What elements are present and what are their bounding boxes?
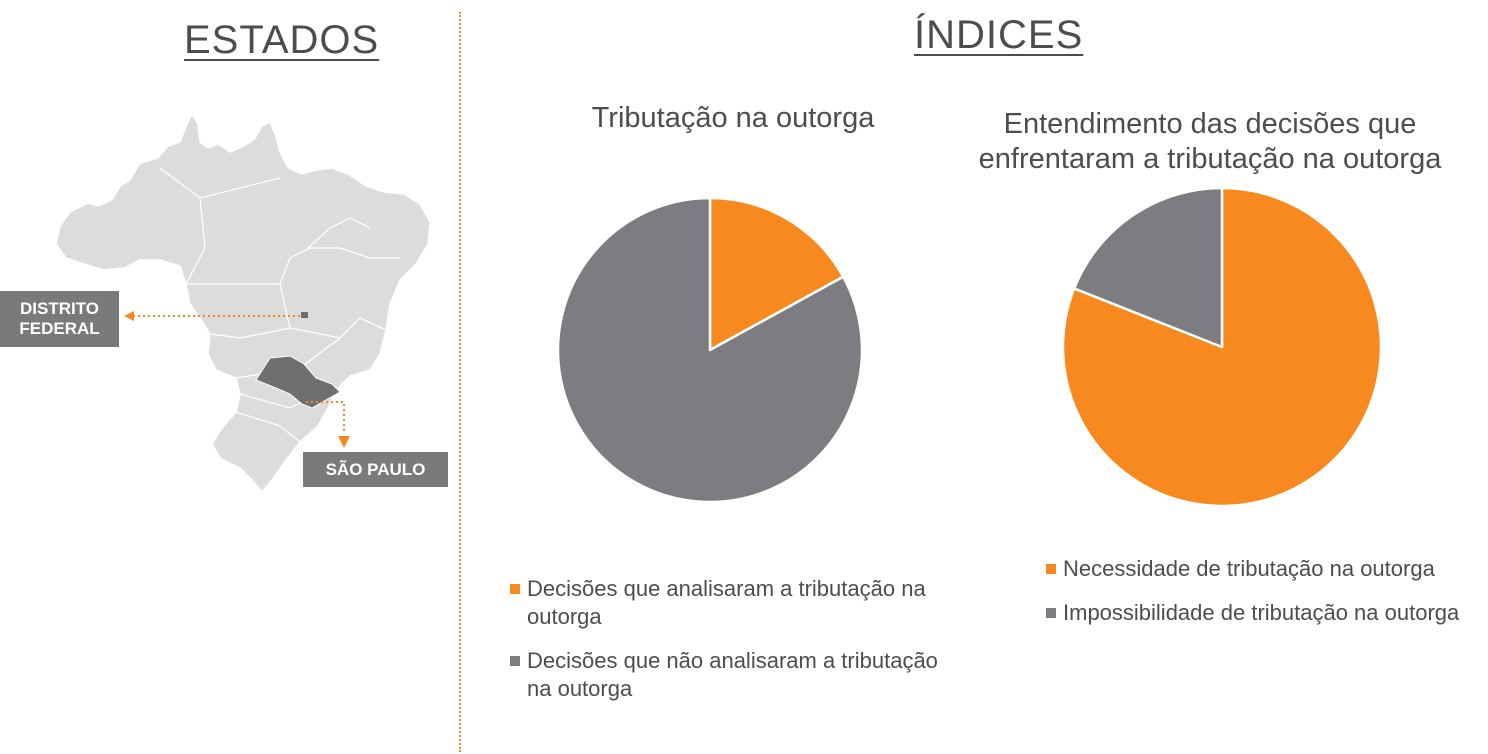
brazil-shape: [55, 112, 431, 494]
legend-swatch: [1046, 564, 1056, 574]
legend-label: Decisões que analisaram a tributação na …: [527, 576, 926, 629]
legend-label: Decisões que não analisaram a tributação…: [527, 648, 938, 701]
distrito-federal-state: [301, 312, 308, 318]
legend-label: Impossibilidade de tributação na outorga: [1063, 600, 1460, 625]
df-arrowhead: [124, 311, 134, 321]
chart-1-legend-item: Decisões que analisaram a tributação na …: [510, 575, 950, 631]
legend-swatch: [1046, 608, 1056, 618]
section-divider: [459, 12, 461, 752]
chart-1-legend-item: Decisões que não analisaram a tributação…: [510, 647, 950, 703]
pie-chart-1: [556, 196, 864, 504]
legend-label: Necessidade de tributação na outorga: [1063, 556, 1435, 581]
legend-swatch: [510, 584, 520, 594]
sao-paulo-state: [255, 355, 341, 409]
indices-title: ÍNDICES: [914, 13, 1084, 57]
legend-swatch: [510, 656, 520, 666]
pie-1-slice-1: [708, 196, 845, 352]
estados-title: ESTADOS: [184, 18, 380, 62]
distrito-federal-label: DISTRITO FEDERAL: [0, 291, 119, 347]
brazil-map-graphic: [55, 112, 431, 494]
chart-2-legend: Necessidade de tributação na outorga Impo…: [1046, 555, 1466, 643]
brazil-map: [40, 108, 450, 498]
sao-paulo-label: SÃO PAULO: [303, 452, 448, 487]
chart-2-legend-item: Necessidade de tributação na outorga: [1046, 555, 1466, 583]
pie-chart-2: [1061, 186, 1383, 508]
pie-1-slice-2: [556, 196, 864, 504]
pie-2-slice-2: [1072, 186, 1224, 349]
sp-arrowhead: [338, 436, 350, 448]
chart-2-legend-item: Impossibilidade de tributação na outorga: [1046, 599, 1466, 627]
chart-1-title: Tributação na outorga: [591, 102, 875, 134]
chart-2-title: Entendimento das decisões que enfrentara…: [978, 108, 1442, 175]
chart-1-legend: Decisões que analisaram a tributação na …: [510, 575, 950, 719]
